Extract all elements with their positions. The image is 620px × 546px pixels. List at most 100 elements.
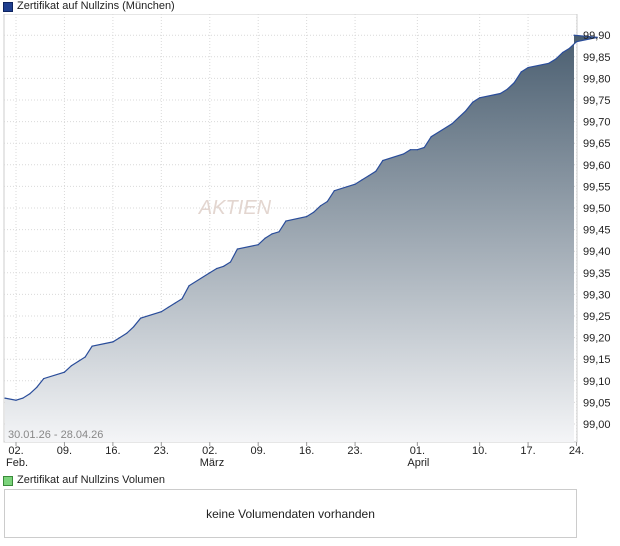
legend-label-volume: Zertifikat auf Nullzins Volumen — [17, 474, 165, 486]
x-tick-label: 16. — [105, 445, 120, 457]
data-point — [555, 58, 557, 60]
data-point — [77, 360, 79, 362]
data-point — [479, 97, 481, 99]
x-tick-label: 02. — [8, 445, 23, 457]
data-point — [264, 237, 266, 239]
data-point — [15, 399, 17, 401]
data-point — [596, 36, 598, 38]
data-point — [160, 311, 162, 313]
data-point — [257, 244, 259, 246]
data-point — [562, 51, 564, 54]
data-point — [333, 190, 335, 192]
y-tick-label: 99,80 — [583, 73, 611, 85]
data-point — [573, 34, 575, 36]
data-point — [313, 211, 315, 213]
y-axis: 99,90 99,85 99,80 99,75 99,70 99,65 99,60 99,55… — [583, 30, 611, 431]
data-point — [140, 317, 142, 319]
data-point — [84, 356, 86, 358]
y-tick-label: 99,25 — [583, 311, 611, 323]
data-point — [91, 345, 93, 347]
data-point — [174, 302, 176, 304]
data-point — [278, 231, 280, 233]
x-month-label: April — [407, 457, 429, 469]
data-point — [119, 337, 121, 339]
x-tick-label: 23. — [154, 445, 169, 457]
data-point — [569, 47, 571, 49]
x-tick-label: 02. — [202, 445, 217, 457]
data-point — [513, 82, 515, 84]
data-point — [285, 220, 287, 222]
x-tick-label: 09. — [57, 445, 72, 457]
price-area — [5, 35, 598, 442]
data-point — [188, 285, 190, 287]
legend-swatch-main — [3, 1, 13, 12]
x-tick-label: 16. — [299, 445, 314, 457]
data-point — [472, 101, 474, 103]
data-point — [548, 62, 550, 64]
data-point — [375, 170, 377, 172]
area-layer — [4, 34, 598, 442]
y-tick-label: 99,70 — [583, 117, 611, 129]
data-point — [361, 179, 363, 181]
data-point — [451, 123, 453, 125]
legend-label-main: Zertifikat auf Nullzins (München) — [17, 0, 175, 12]
data-point — [409, 149, 411, 151]
watermark: AKTIEN — [198, 197, 272, 219]
data-point — [229, 261, 232, 263]
data-point — [22, 397, 24, 399]
y-tick-label: 99,40 — [583, 246, 611, 258]
date-range-label: 30.01.26 - 28.04.26 — [8, 429, 103, 441]
data-point — [236, 248, 238, 250]
data-point — [423, 146, 425, 149]
volume-legend: Zertifikat auf Nullzins Volumen — [3, 474, 165, 487]
y-tick-label: 99,15 — [583, 354, 611, 366]
y-tick-label: 99,75 — [583, 95, 611, 107]
data-point — [29, 393, 31, 395]
data-point — [520, 71, 522, 73]
y-tick-label: 99,05 — [583, 397, 611, 409]
data-point — [354, 183, 356, 185]
y-tick-label: 99,60 — [583, 160, 611, 172]
data-point — [4, 397, 6, 399]
volume-panel: keine Volumendaten vorhanden — [4, 489, 577, 538]
data-point — [402, 153, 405, 155]
data-point — [368, 175, 370, 177]
legend-swatch-volume — [3, 475, 13, 486]
x-tick-label: 09. — [251, 445, 266, 457]
volume-empty-message: keine Volumendaten vorhanden — [206, 506, 375, 521]
data-point — [126, 332, 128, 334]
y-tick-label: 99,10 — [583, 376, 611, 388]
x-month-label: Feb. — [6, 457, 28, 469]
data-point — [36, 386, 38, 388]
data-point — [306, 216, 308, 218]
data-point — [430, 136, 432, 138]
data-point — [382, 159, 384, 162]
x-tick-label: 23. — [347, 445, 362, 457]
data-point — [216, 267, 218, 270]
data-point — [319, 205, 322, 207]
x-tick-label: 10. — [472, 445, 487, 457]
y-tick-label: 99,85 — [583, 52, 611, 64]
x-tick-label: 17. — [520, 445, 535, 457]
data-point — [575, 41, 578, 43]
y-tick-label: 99,20 — [583, 333, 611, 345]
data-point — [63, 371, 65, 373]
data-point — [43, 378, 45, 380]
data-point — [506, 88, 508, 90]
data-point — [133, 326, 135, 328]
y-tick-label: 99,55 — [583, 181, 611, 193]
data-point — [70, 365, 72, 367]
y-tick-label: 99,45 — [583, 225, 611, 237]
data-point — [181, 298, 183, 300]
data-point — [416, 149, 418, 151]
x-tick-label: 01. — [410, 445, 425, 457]
data-point — [326, 200, 328, 203]
y-tick-label: 99,35 — [583, 268, 611, 280]
data-point — [527, 67, 529, 69]
y-tick-label: 99,50 — [583, 203, 611, 215]
chart-legend: Zertifikat auf Nullzins (München) — [3, 0, 175, 13]
data-point — [499, 92, 501, 95]
data-point — [223, 265, 225, 267]
data-point — [167, 306, 169, 308]
